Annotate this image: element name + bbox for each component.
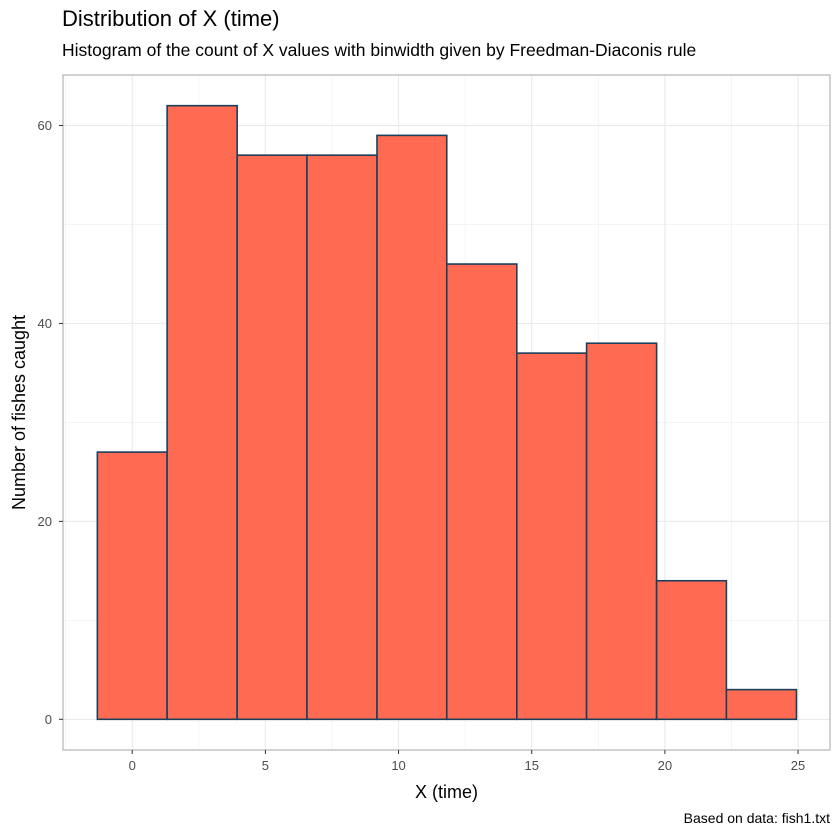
histogram-bars [96,104,798,721]
x-axis-ticks: 0 5 10 15 20 25 [129,750,805,773]
histogram-bar [585,342,658,721]
x-tick-label: 5 [262,758,269,773]
y-axis-title: Number of fishes caught [9,315,29,510]
y-tick-label: 20 [38,514,52,529]
histogram-bar [376,134,448,721]
y-tick-label: 40 [38,316,52,331]
chart-subtitle: Histogram of the count of X values with … [62,40,697,60]
histogram-bar [445,263,518,721]
y-axis-ticks: 0 20 40 60 [38,118,63,727]
y-tick-label: 60 [38,118,52,133]
histogram-bar [166,104,238,721]
x-tick-label: 20 [658,758,672,773]
y-tick-label: 0 [45,712,52,727]
histogram-bar [516,352,588,721]
x-tick-label: 10 [391,758,405,773]
x-tick-label: 25 [791,758,805,773]
histogram-bar [96,451,168,721]
histogram-bar [725,688,798,721]
x-tick-label: 0 [129,758,136,773]
histogram-bar [306,154,378,721]
histogram-bar [236,154,308,721]
x-tick-label: 15 [524,758,538,773]
chart-title: Distribution of X (time) [62,6,280,31]
x-axis-title: X (time) [415,782,478,802]
histogram-bar [655,579,728,721]
panel-border [62,74,831,751]
chart-caption: Based on data: fish1.txt [683,810,830,826]
